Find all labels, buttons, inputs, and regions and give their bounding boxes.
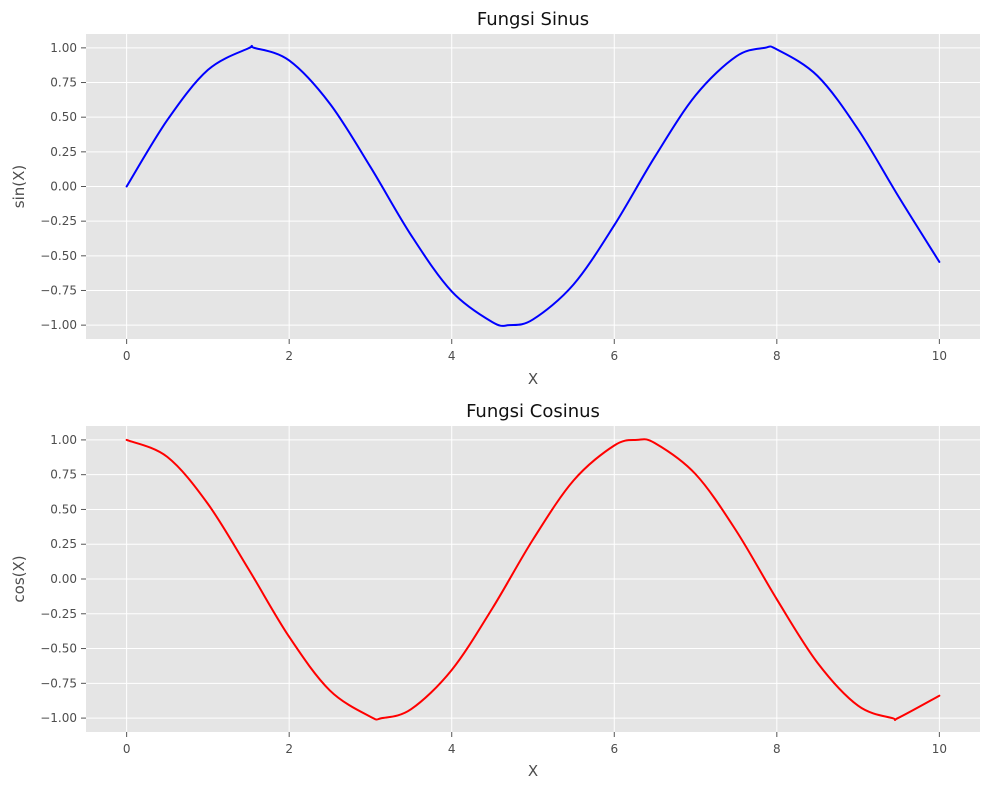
y-tick-label: −0.25 — [40, 607, 77, 621]
y-tick-label: 0.25 — [50, 145, 77, 159]
chart-title: Fungsi Cosinus — [466, 401, 600, 422]
y-tick-label: 0.25 — [50, 537, 77, 551]
series-layer — [125, 44, 941, 327]
x-tick-label: 8 — [773, 349, 781, 363]
y-tick-label: 0.50 — [50, 502, 77, 516]
y-axis-label: sin(X) — [10, 165, 28, 208]
grid-lines — [86, 34, 980, 339]
y-tick-label: 0.00 — [50, 180, 77, 194]
x-tick-label: 10 — [932, 349, 947, 363]
y-tick-label: −0.50 — [40, 642, 77, 656]
series-line — [125, 438, 941, 722]
y-tick-label: 0.50 — [50, 110, 77, 124]
y-axis-ticks: 1.00 0.75 0.50 0.25 0.00 −0.25 −0.50 −0.75 −1.00 — [40, 41, 86, 332]
y-tick-label: −1.00 — [40, 318, 77, 332]
x-axis-label: X — [528, 762, 538, 780]
x-tick-label: 10 — [932, 742, 947, 756]
y-tick-label: −0.50 — [40, 249, 77, 263]
y-tick-label: 1.00 — [50, 433, 77, 447]
y-axis-ticks: 1.00 0.75 0.50 0.25 0.00 −0.25 −0.50 −0.75 −1.00 — [40, 433, 86, 725]
x-tick-label: 2 — [285, 349, 293, 363]
x-tick-label: 6 — [610, 349, 618, 363]
x-tick-label: 0 — [123, 349, 131, 363]
sine-chart-panel: Fungsi Sinus 0 2 4 6 8 10 1.00 0.75 0.50 0.25 0.0… — [10, 9, 980, 388]
series-line — [125, 44, 941, 327]
x-tick-label: 6 — [610, 742, 618, 756]
series-layer — [125, 438, 941, 722]
x-tick-label: 0 — [123, 742, 131, 756]
y-tick-label: −0.25 — [40, 214, 77, 228]
x-axis-ticks: 0 2 4 6 8 10 — [123, 732, 947, 756]
y-tick-label: −1.00 — [40, 711, 77, 725]
y-tick-label: 0.75 — [50, 468, 77, 482]
x-tick-label: 8 — [773, 742, 781, 756]
y-axis-label: cos(X) — [10, 555, 28, 602]
x-axis-label: X — [528, 370, 538, 388]
y-tick-label: 1.00 — [50, 41, 77, 55]
y-tick-label: −0.75 — [40, 283, 77, 297]
y-tick-label: 0.75 — [50, 76, 77, 90]
y-tick-label: −0.75 — [40, 676, 77, 690]
x-tick-label: 4 — [448, 742, 456, 756]
x-axis-ticks: 0 2 4 6 8 10 — [123, 339, 947, 363]
y-tick-label: 0.00 — [50, 572, 77, 586]
x-tick-label: 2 — [285, 742, 293, 756]
chart-title: Fungsi Sinus — [477, 9, 589, 30]
cosine-chart-panel: Fungsi Cosinus 0 2 4 6 8 10 1.00 0.75 0.50 0.25 0… — [10, 401, 980, 780]
x-tick-label: 4 — [448, 349, 456, 363]
grid-lines — [86, 426, 980, 732]
